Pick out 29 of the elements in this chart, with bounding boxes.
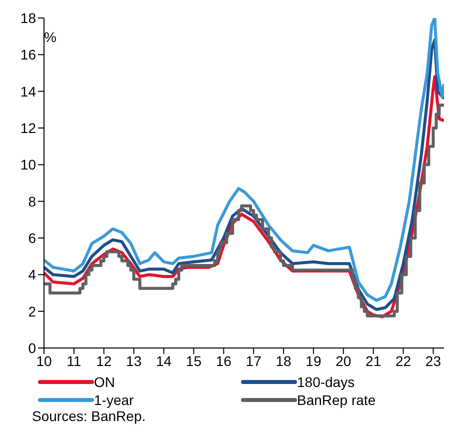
x-tick-label: 11 — [66, 352, 82, 369]
x-tick-label: 18 — [276, 352, 292, 369]
x-tick-label: 15 — [186, 352, 202, 369]
legend-label: ON — [94, 374, 115, 390]
y-tick-label: 10 — [20, 156, 36, 173]
x-tick-label: 23 — [425, 352, 442, 369]
y-tick-label: 16 — [20, 46, 36, 63]
y-tick-label: 8 — [28, 193, 36, 210]
x-tick-label: 14 — [156, 352, 172, 369]
x-tick-label: 17 — [246, 352, 262, 369]
x-tick-label: 16 — [216, 352, 232, 369]
y-tick-label: 12 — [20, 120, 36, 136]
y-tick-label: 14 — [20, 83, 36, 100]
y-axis-title: % — [44, 28, 56, 45]
y-tick-label: 2 — [28, 303, 36, 320]
y-tick-label: 0 — [28, 340, 36, 356]
y-tick-label: 6 — [28, 230, 36, 246]
x-tick-label: 22 — [395, 352, 412, 369]
legend-label: 1-year — [94, 392, 134, 408]
x-tick-label: 13 — [126, 352, 142, 369]
x-tick-label: 12 — [96, 352, 112, 369]
x-tick-label: 19 — [306, 352, 322, 369]
legend-label: 180-days — [297, 374, 355, 390]
x-tick-label: 20 — [336, 352, 352, 369]
legend-label: BanRep rate — [297, 392, 376, 408]
y-tick-label: 4 — [28, 266, 36, 283]
source-note: Sources: BanRep. — [31, 408, 147, 424]
y-tick-label: 18 — [20, 10, 36, 26]
x-tick-label: 21 — [366, 352, 382, 369]
